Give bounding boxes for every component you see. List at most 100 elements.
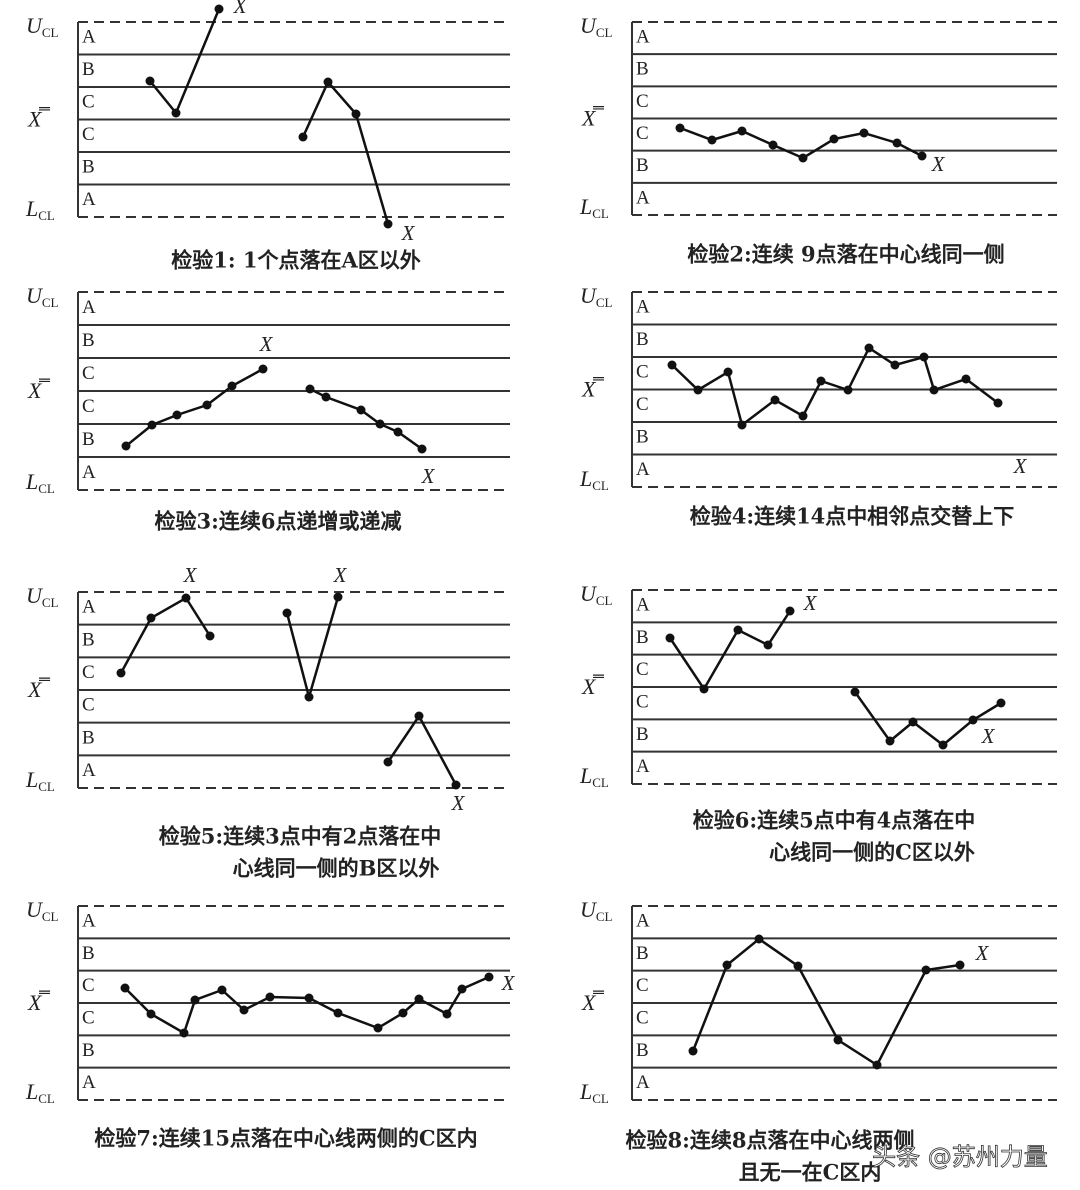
x-mark: X	[1013, 454, 1028, 478]
data-point	[722, 960, 732, 970]
data-point	[146, 613, 156, 623]
data-point	[202, 400, 212, 410]
data-point	[442, 1009, 452, 1019]
ucl-label: UCL	[580, 897, 613, 924]
data-point	[872, 1060, 882, 1070]
center-label: X̿	[27, 378, 50, 403]
zone-label: B	[82, 429, 95, 450]
zone-label: C	[636, 91, 649, 112]
data-point	[373, 1023, 383, 1033]
lcl-main: L	[25, 767, 38, 792]
zone-label: B	[82, 157, 95, 178]
lcl-main: L	[579, 466, 592, 491]
data-point	[351, 109, 361, 119]
lcl-sub: CL	[592, 206, 609, 221]
data-point	[723, 367, 733, 377]
zone-label: C	[82, 396, 95, 417]
zone-label: A	[636, 26, 650, 47]
data-point	[120, 983, 130, 993]
data-point	[968, 715, 978, 725]
data-point	[282, 608, 292, 618]
data-point	[147, 420, 157, 430]
lcl-main: L	[579, 194, 592, 219]
data-point	[417, 444, 427, 454]
data-point	[699, 684, 709, 694]
caption: 心线同一侧的C区以外	[769, 840, 975, 865]
data-point	[298, 132, 308, 142]
data-point	[892, 138, 902, 148]
data-point	[754, 934, 764, 944]
data-point	[737, 126, 747, 136]
data-point	[793, 961, 803, 971]
data-point	[859, 128, 869, 138]
center-label: X̿	[581, 106, 604, 131]
data-line	[679, 126, 923, 160]
zone-label: B	[82, 330, 95, 351]
zone-label: C	[82, 124, 95, 145]
data-point	[785, 606, 795, 616]
zone-label: A	[636, 911, 650, 932]
zone-label: B	[636, 427, 649, 448]
data-point	[665, 633, 675, 643]
lcl-main: L	[25, 469, 38, 494]
x-mark: X	[931, 152, 946, 176]
lcl-sub: CL	[592, 478, 609, 493]
ucl-label: UCL	[26, 897, 59, 924]
data-line	[386, 713, 458, 786]
data-point	[214, 4, 224, 14]
zone-label: A	[636, 459, 650, 480]
data-point	[457, 984, 467, 994]
zone-label: B	[636, 155, 649, 176]
data-point	[908, 717, 918, 727]
data-point	[305, 384, 315, 394]
data-point	[829, 134, 839, 144]
ucl-sub: CL	[596, 909, 613, 924]
data-point	[265, 992, 275, 1002]
center-label: X̿	[581, 990, 604, 1015]
data-point	[304, 692, 314, 702]
data-point	[770, 395, 780, 405]
zone-label: B	[82, 943, 95, 964]
data-point	[737, 420, 747, 430]
ucl-sub: CL	[596, 25, 613, 40]
ucl-sub: CL	[42, 25, 59, 40]
zone-label: A	[82, 911, 96, 932]
lcl-label: LCL	[579, 466, 609, 493]
lcl-sub: CL	[38, 1091, 55, 1106]
zone-label: C	[82, 695, 95, 716]
data-point	[798, 153, 808, 163]
lcl-sub: CL	[592, 775, 609, 790]
data-point	[693, 385, 703, 395]
ucl-main: U	[26, 13, 44, 38]
ucl-label: UCL	[580, 581, 613, 608]
data-point	[833, 1035, 843, 1045]
ucl-label: UCL	[580, 283, 613, 310]
ucl-sub: CL	[42, 909, 59, 924]
zone-label: C	[636, 692, 649, 713]
caption: 检验3:连续6点递增或递减	[155, 509, 402, 534]
x-mark: X	[981, 724, 996, 748]
ucl-main: U	[580, 283, 598, 308]
data-line	[124, 975, 490, 1035]
x-mark: X	[233, 0, 248, 18]
data-point	[864, 343, 874, 353]
ucl-sub: CL	[42, 295, 59, 310]
center-label: X̿	[27, 990, 50, 1015]
data-point	[145, 76, 155, 86]
zone-label: C	[636, 362, 649, 383]
zone-label: C	[636, 394, 649, 415]
center-label: X̿	[27, 677, 50, 702]
data-point	[181, 593, 191, 603]
data-point	[393, 427, 403, 437]
data-point	[961, 374, 971, 384]
data-point	[172, 410, 182, 420]
x-mark: X	[259, 332, 274, 356]
data-point	[955, 960, 965, 970]
lcl-label: LCL	[25, 469, 55, 496]
x-mark: X	[401, 221, 416, 245]
data-point	[227, 381, 237, 391]
zone-label: A	[636, 187, 650, 208]
data-point	[733, 625, 743, 635]
caption: 检验2:连续 9点落在中心线同一侧	[687, 242, 1004, 267]
data-point	[850, 687, 860, 697]
